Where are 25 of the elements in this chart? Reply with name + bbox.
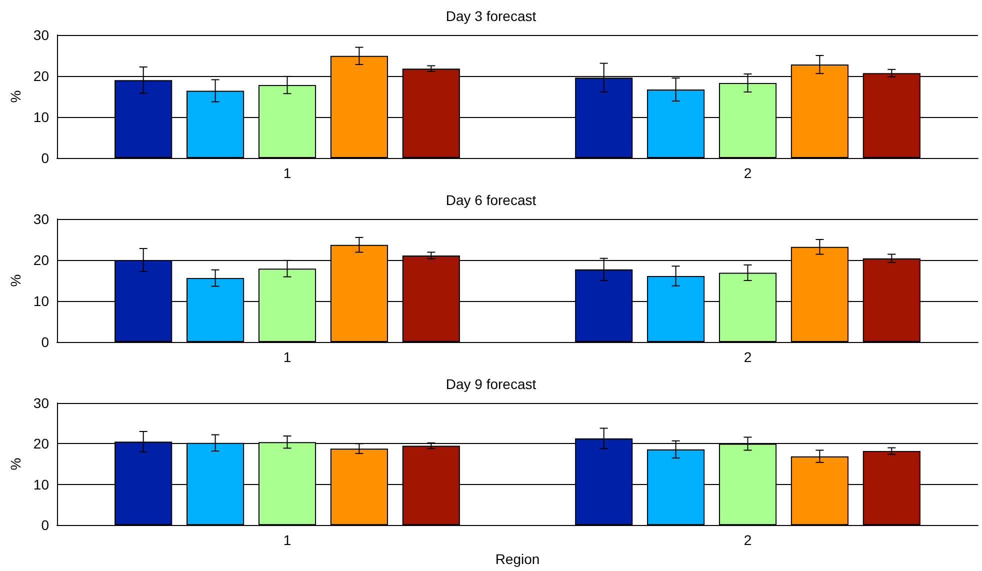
y-tick-label: 0	[41, 517, 50, 534]
y-tick-label: 0	[41, 334, 50, 350]
x-axis-title: Region	[495, 551, 540, 567]
chart-title: Day 3 forecast	[446, 8, 536, 24]
y-tick-label: 10	[33, 109, 50, 125]
y-axis-title: %	[8, 90, 24, 103]
y-tick-label: 20	[33, 252, 50, 268]
x-tick-label: 2	[744, 532, 752, 548]
y-axis-title: %	[8, 274, 24, 287]
y-tick-label: 0	[41, 150, 50, 166]
x-tick-label: 2	[744, 349, 752, 365]
y-tick-label: 10	[33, 293, 50, 309]
y-tick-label: 20	[33, 68, 50, 84]
chart-title: Day 9 forecast	[446, 376, 536, 392]
y-tick-label: 30	[33, 27, 50, 43]
x-tick-label: 1	[283, 349, 292, 365]
x-tick-label: 1	[283, 532, 292, 548]
y-tick-label: 30	[33, 211, 50, 227]
chart-title: Day 6 forecast	[446, 192, 536, 208]
y-tick-label: 30	[33, 395, 50, 411]
x-tick-label: 2	[744, 165, 752, 181]
y-axis-title: %	[8, 458, 24, 470]
y-tick-label: 10	[33, 476, 50, 492]
x-tick-label: 1	[283, 165, 292, 181]
y-tick-label: 20	[33, 436, 50, 452]
